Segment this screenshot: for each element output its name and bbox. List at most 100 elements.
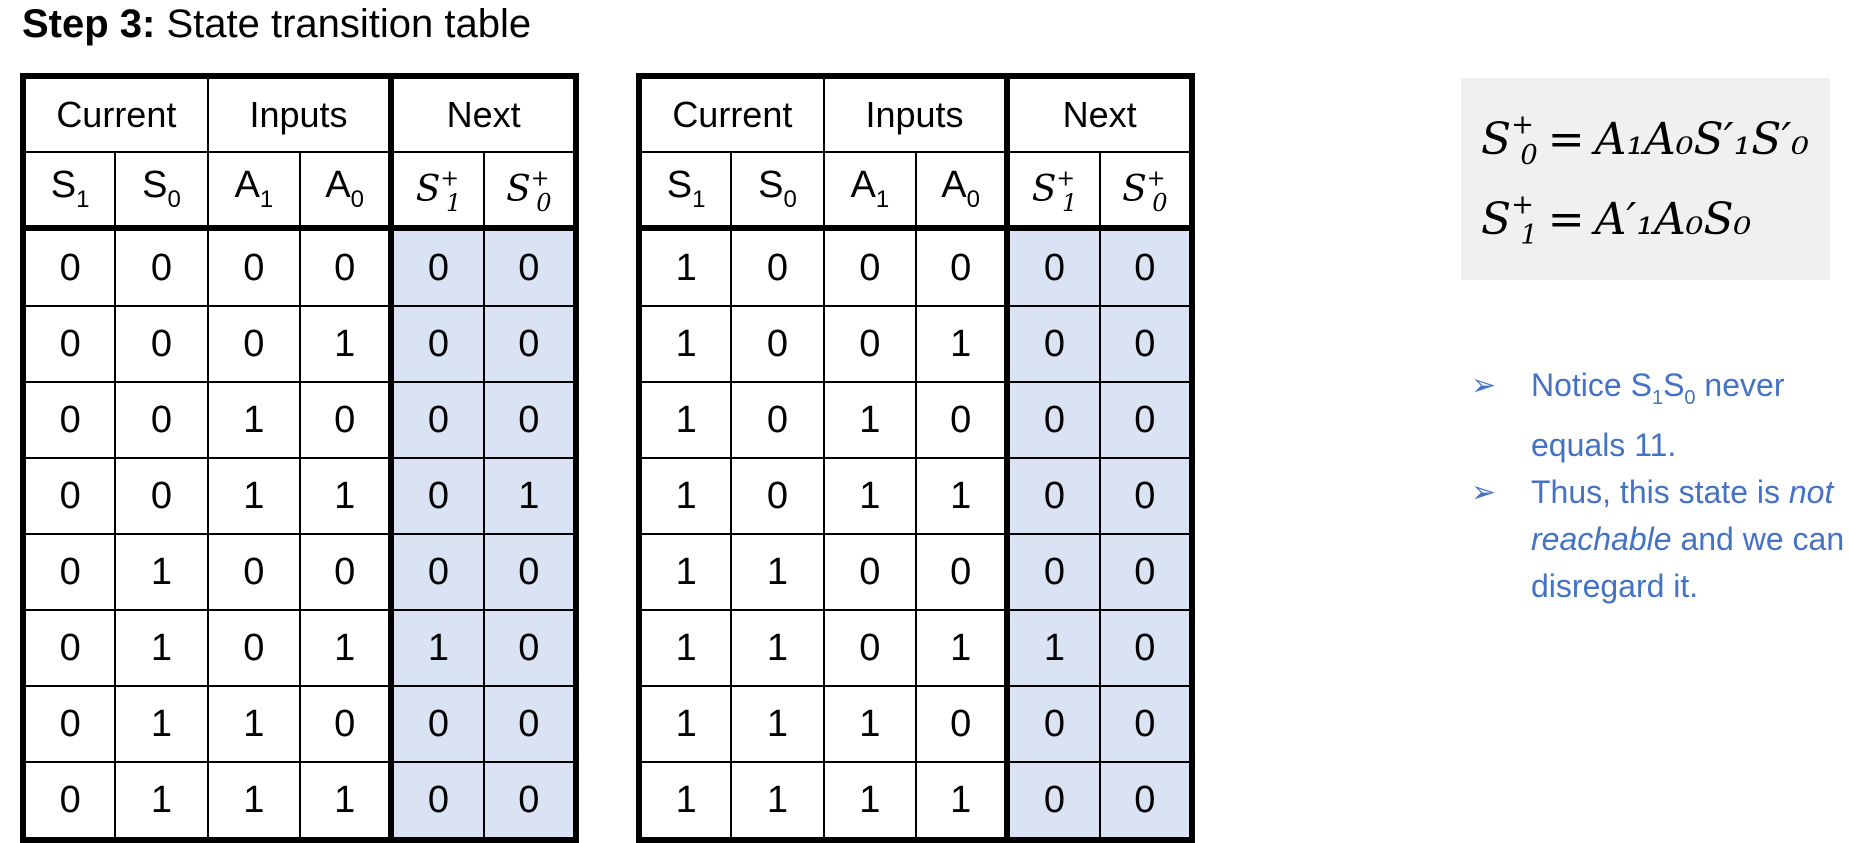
table-cell: 1 bbox=[114, 609, 209, 687]
group-header-current: Current bbox=[638, 75, 825, 153]
table-cell: 0 bbox=[21, 761, 117, 841]
table-cell: 1 bbox=[822, 457, 918, 535]
table-cell: 0 bbox=[482, 227, 578, 307]
table-cell: 1 bbox=[730, 533, 825, 611]
col-header-s1: S1 bbox=[21, 151, 117, 231]
table-cell: 1 bbox=[637, 685, 733, 763]
table-cell: 0 bbox=[21, 227, 117, 307]
transition-table-left: Current Inputs Next S1 S0 A1 A0 S+1 S+0 … bbox=[20, 73, 579, 843]
table-cell: 1 bbox=[298, 305, 393, 383]
group-header-inputs: Inputs bbox=[206, 75, 393, 153]
col-header-s1-next: S+1 bbox=[388, 151, 485, 231]
table-cell: 0 bbox=[822, 227, 918, 307]
table-cell: 0 bbox=[1004, 381, 1101, 459]
table-cell: 1 bbox=[298, 761, 393, 841]
table-cell: 1 bbox=[482, 457, 578, 535]
table-cell: 0 bbox=[730, 305, 825, 383]
note-item: ➢ Notice S1S0 never equals 11. bbox=[1465, 362, 1849, 469]
transition-table-right: Current Inputs Next S1 S0 A1 A0 S+1 S+0 … bbox=[636, 73, 1195, 843]
col-header-s1-next: S+1 bbox=[1004, 151, 1101, 231]
table-cell: 1 bbox=[114, 685, 209, 763]
table-cell: 1 bbox=[206, 381, 302, 459]
table-cell: 1 bbox=[637, 609, 733, 687]
table-cell: 1 bbox=[637, 457, 733, 535]
arrow-bullet-icon: ➢ bbox=[1471, 369, 1497, 402]
col-header-a0: A0 bbox=[914, 151, 1009, 231]
table-cell: 1 bbox=[637, 381, 733, 459]
col-header-s1: S1 bbox=[637, 151, 733, 231]
table-cell: 0 bbox=[482, 381, 578, 459]
table-cell: 0 bbox=[730, 227, 825, 307]
table-cell: 0 bbox=[21, 381, 117, 459]
table-cell: 0 bbox=[482, 609, 578, 687]
note-item: ➢ Thus, this state is not reachable and … bbox=[1465, 469, 1849, 610]
table-cell: 1 bbox=[206, 457, 302, 535]
table-cell: 0 bbox=[914, 685, 1009, 763]
table-cell: 1 bbox=[637, 227, 733, 307]
table-cell: 0 bbox=[482, 533, 578, 611]
table-cell: 0 bbox=[914, 227, 1009, 307]
table-cell: 1 bbox=[914, 305, 1009, 383]
table-cell: 0 bbox=[1004, 305, 1101, 383]
table-cell: 0 bbox=[730, 381, 825, 459]
table-cell: 0 bbox=[388, 685, 485, 763]
table-cell: 0 bbox=[482, 685, 578, 763]
equations-box: S+0 = A₁A₀S′₁S′₀ S+1 = A′₁A₀S₀ bbox=[1461, 78, 1830, 280]
table-cell: 0 bbox=[1098, 227, 1194, 307]
table-cell: 1 bbox=[822, 685, 918, 763]
equation-s0-next: S+0 = A₁A₀S′₁S′₀ bbox=[1481, 109, 1809, 171]
table-cell: 1 bbox=[206, 685, 302, 763]
table-cell: 0 bbox=[914, 533, 1009, 611]
group-header-inputs: Inputs bbox=[822, 75, 1009, 153]
table-cell: 0 bbox=[482, 305, 578, 383]
col-header-a1: A1 bbox=[206, 151, 302, 231]
table-cell: 0 bbox=[114, 381, 209, 459]
table-cell: 0 bbox=[1004, 685, 1101, 763]
table-cell: 0 bbox=[114, 305, 209, 383]
table-cell: 0 bbox=[1098, 533, 1194, 611]
table-cell: 0 bbox=[21, 457, 117, 535]
table-cell: 0 bbox=[1098, 761, 1194, 841]
table-cell: 0 bbox=[1004, 533, 1101, 611]
table-cell: 1 bbox=[388, 609, 485, 687]
table-cell: 0 bbox=[388, 533, 485, 611]
table-cell: 1 bbox=[822, 381, 918, 459]
group-header-current: Current bbox=[22, 75, 209, 153]
table-cell: 1 bbox=[114, 761, 209, 841]
arrow-bullet-icon: ➢ bbox=[1471, 476, 1497, 509]
table-cell: 1 bbox=[114, 533, 209, 611]
table-cell: 0 bbox=[1098, 685, 1194, 763]
table-cell: 0 bbox=[206, 227, 302, 307]
table-cell: 0 bbox=[914, 381, 1009, 459]
table-cell: 1 bbox=[206, 761, 302, 841]
table-cell: 0 bbox=[21, 305, 117, 383]
table-cell: 0 bbox=[298, 685, 393, 763]
table-cell: 0 bbox=[114, 227, 209, 307]
table-cell: 0 bbox=[388, 305, 485, 383]
col-header-a0: A0 bbox=[298, 151, 393, 231]
table-cell: 0 bbox=[21, 685, 117, 763]
table-cell: 0 bbox=[822, 533, 918, 611]
table-cell: 1 bbox=[637, 761, 733, 841]
table-cell: 0 bbox=[206, 609, 302, 687]
table-cell: 0 bbox=[298, 533, 393, 611]
table-cell: 1 bbox=[298, 457, 393, 535]
table-cell: 1 bbox=[298, 609, 393, 687]
col-header-s0-next: S+0 bbox=[482, 151, 578, 231]
table-cell: 0 bbox=[1004, 227, 1101, 307]
group-header-next: Next bbox=[388, 75, 577, 153]
col-header-s0: S0 bbox=[730, 151, 825, 231]
group-header-next: Next bbox=[1004, 75, 1193, 153]
table-cell: 1 bbox=[730, 761, 825, 841]
